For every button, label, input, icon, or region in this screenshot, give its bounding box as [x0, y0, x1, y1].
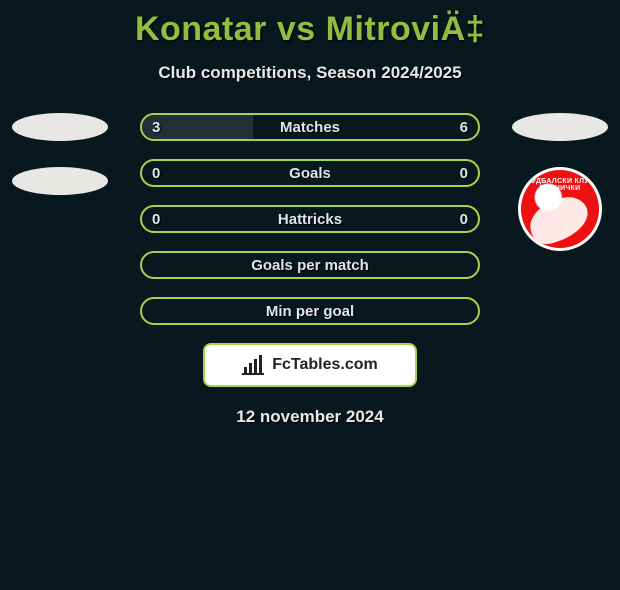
stat-bar: Min per goal [140, 297, 480, 325]
stat-bar: 36Matches [140, 113, 480, 141]
bar-label: Goals per match [142, 253, 478, 277]
stat-bar: Goals per match [140, 251, 480, 279]
badge-ellipse [512, 113, 608, 141]
page-subtitle: Club competitions, Season 2024/2025 [0, 63, 620, 83]
bars-chart-icon [242, 355, 266, 375]
page-title: Konatar vs MitroviÄ‡ [0, 10, 620, 49]
club-logo-text: ФУДБАЛСКИ КЛУБ РАДНИЧКИ [521, 178, 599, 192]
left-player-badges [12, 113, 108, 221]
footer-attribution[interactable]: FcTables.com [203, 343, 417, 387]
date-label: 12 november 2024 [0, 407, 620, 427]
bar-label: Matches [142, 115, 478, 139]
badge-ellipse [12, 167, 108, 195]
stat-bar: 00Goals [140, 159, 480, 187]
comparison-bars: ФУДБАЛСКИ КЛУБ РАДНИЧКИ 36Matches 00Goals… [0, 113, 620, 325]
badge-ellipse [12, 113, 108, 141]
footer-label: FcTables.com [272, 356, 378, 374]
bar-label: Goals [142, 161, 478, 185]
bar-label: Hattricks [142, 207, 478, 231]
club-logo-icon: ФУДБАЛСКИ КЛУБ РАДНИЧКИ [518, 167, 602, 251]
bar-label: Min per goal [142, 299, 478, 323]
stat-bar: 00Hattricks [140, 205, 480, 233]
right-player-badges: ФУДБАЛСКИ КЛУБ РАДНИЧКИ [512, 113, 608, 251]
